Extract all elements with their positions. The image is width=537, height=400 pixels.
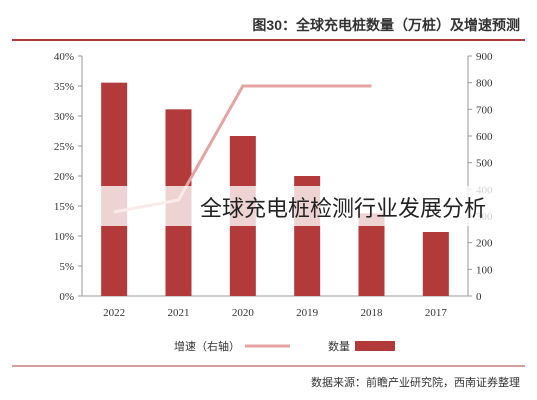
right-tick-label: 900 — [476, 51, 493, 63]
bar — [422, 232, 449, 296]
chart-title: 图30：全球充电桩数量（万桩）及增速预测 — [252, 17, 520, 33]
left-tick-label: 10% — [54, 231, 74, 243]
left-tick-label: 0% — [59, 291, 74, 303]
x-tick-label: 2021 — [168, 307, 190, 319]
x-tick-label: 2017 — [425, 307, 448, 319]
x-tick-label: 2022 — [103, 307, 125, 319]
x-tick-label: 2019 — [296, 307, 319, 319]
source-note: 数据来源：前瞻产业研究院，西南证券整理 — [311, 375, 520, 389]
right-tick-label: 100 — [476, 264, 493, 276]
right-tick-label: 0 — [476, 291, 482, 303]
right-tick-label: 700 — [476, 104, 493, 116]
right-tick-label: 600 — [476, 131, 493, 143]
right-tick-label: 500 — [476, 158, 493, 170]
legend-swatch-count — [355, 341, 395, 351]
x-tick-label: 2020 — [232, 307, 255, 319]
left-tick-label: 20% — [54, 171, 74, 183]
x-tick-label: 2018 — [361, 307, 384, 319]
legend-label-count: 数量 — [328, 340, 350, 353]
overlay-band — [100, 186, 537, 226]
left-tick-label: 35% — [54, 81, 74, 93]
right-tick-label: 800 — [476, 78, 493, 90]
left-tick-label: 15% — [54, 201, 74, 213]
left-tick-label: 30% — [54, 111, 74, 123]
left-tick-label: 5% — [59, 261, 74, 273]
overlay-title: 全球充电桩检测行业发展分析 — [200, 196, 487, 221]
right-tick-label: 200 — [476, 238, 493, 250]
left-tick-label: 40% — [54, 51, 74, 63]
left-tick-label: 25% — [54, 141, 74, 153]
bar — [358, 213, 385, 296]
legend-label-growth: 增速（右轴） — [174, 339, 240, 353]
